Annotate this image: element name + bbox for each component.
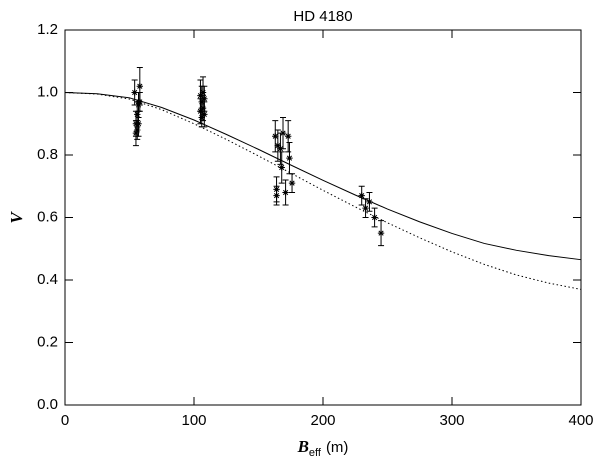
asterisk-marker [201, 95, 208, 102]
model-curve [64, 92, 582, 261]
x-tick-label: 400 [568, 412, 593, 429]
asterisk-marker [134, 126, 141, 134]
asterisk-marker [134, 111, 141, 118]
asterisk-marker [135, 120, 142, 127]
y-tick-label: 1.0 [37, 83, 58, 100]
asterisk-marker [201, 111, 208, 118]
asterisk-marker [286, 154, 293, 162]
asterisk-marker [274, 142, 282, 149]
asterisk-marker [288, 179, 296, 187]
asterisk-marker [136, 83, 144, 90]
x-label-unit: (m) [326, 439, 349, 456]
asterisk-marker [272, 133, 279, 140]
asterisk-marker [284, 133, 292, 140]
asterisk-marker [358, 192, 365, 199]
asterisk-marker [377, 229, 385, 237]
asterisk-marker [136, 98, 144, 106]
y-tick-label: 1.2 [37, 21, 58, 38]
y-tick-label: 0.8 [37, 146, 58, 163]
asterisk-marker [278, 164, 285, 171]
asterisk-marker [282, 189, 289, 196]
x-label-subscript: eff [309, 447, 322, 459]
asterisk-marker [131, 89, 138, 96]
y-tick-label: 0.0 [37, 396, 58, 413]
model-curve [64, 92, 582, 290]
y-tick-label: 0.2 [37, 333, 58, 350]
x-tick-label: 300 [439, 412, 464, 429]
asterisk-marker [371, 214, 378, 221]
x-tick-label: 100 [181, 412, 206, 429]
asterisk-marker [362, 204, 369, 212]
y-tick-label: 0.6 [37, 208, 58, 225]
asterisk-marker [199, 89, 207, 96]
x-label-symbol: B [297, 437, 309, 456]
chart-title: HD 4180 [293, 8, 352, 25]
x-tick-label: 0 [61, 412, 69, 429]
asterisk-marker [273, 192, 280, 199]
asterisk-marker [132, 129, 140, 137]
asterisk-marker [279, 129, 287, 137]
asterisk-marker [199, 104, 207, 112]
y-axis-label: V [7, 211, 26, 224]
y-tick-label: 0.4 [37, 271, 58, 288]
x-axis-label: Beff (m) [297, 437, 349, 459]
asterisk-marker [198, 114, 205, 121]
x-tick-label: 200 [310, 412, 335, 429]
asterisk-marker [366, 198, 373, 206]
asterisk-marker [197, 108, 204, 115]
